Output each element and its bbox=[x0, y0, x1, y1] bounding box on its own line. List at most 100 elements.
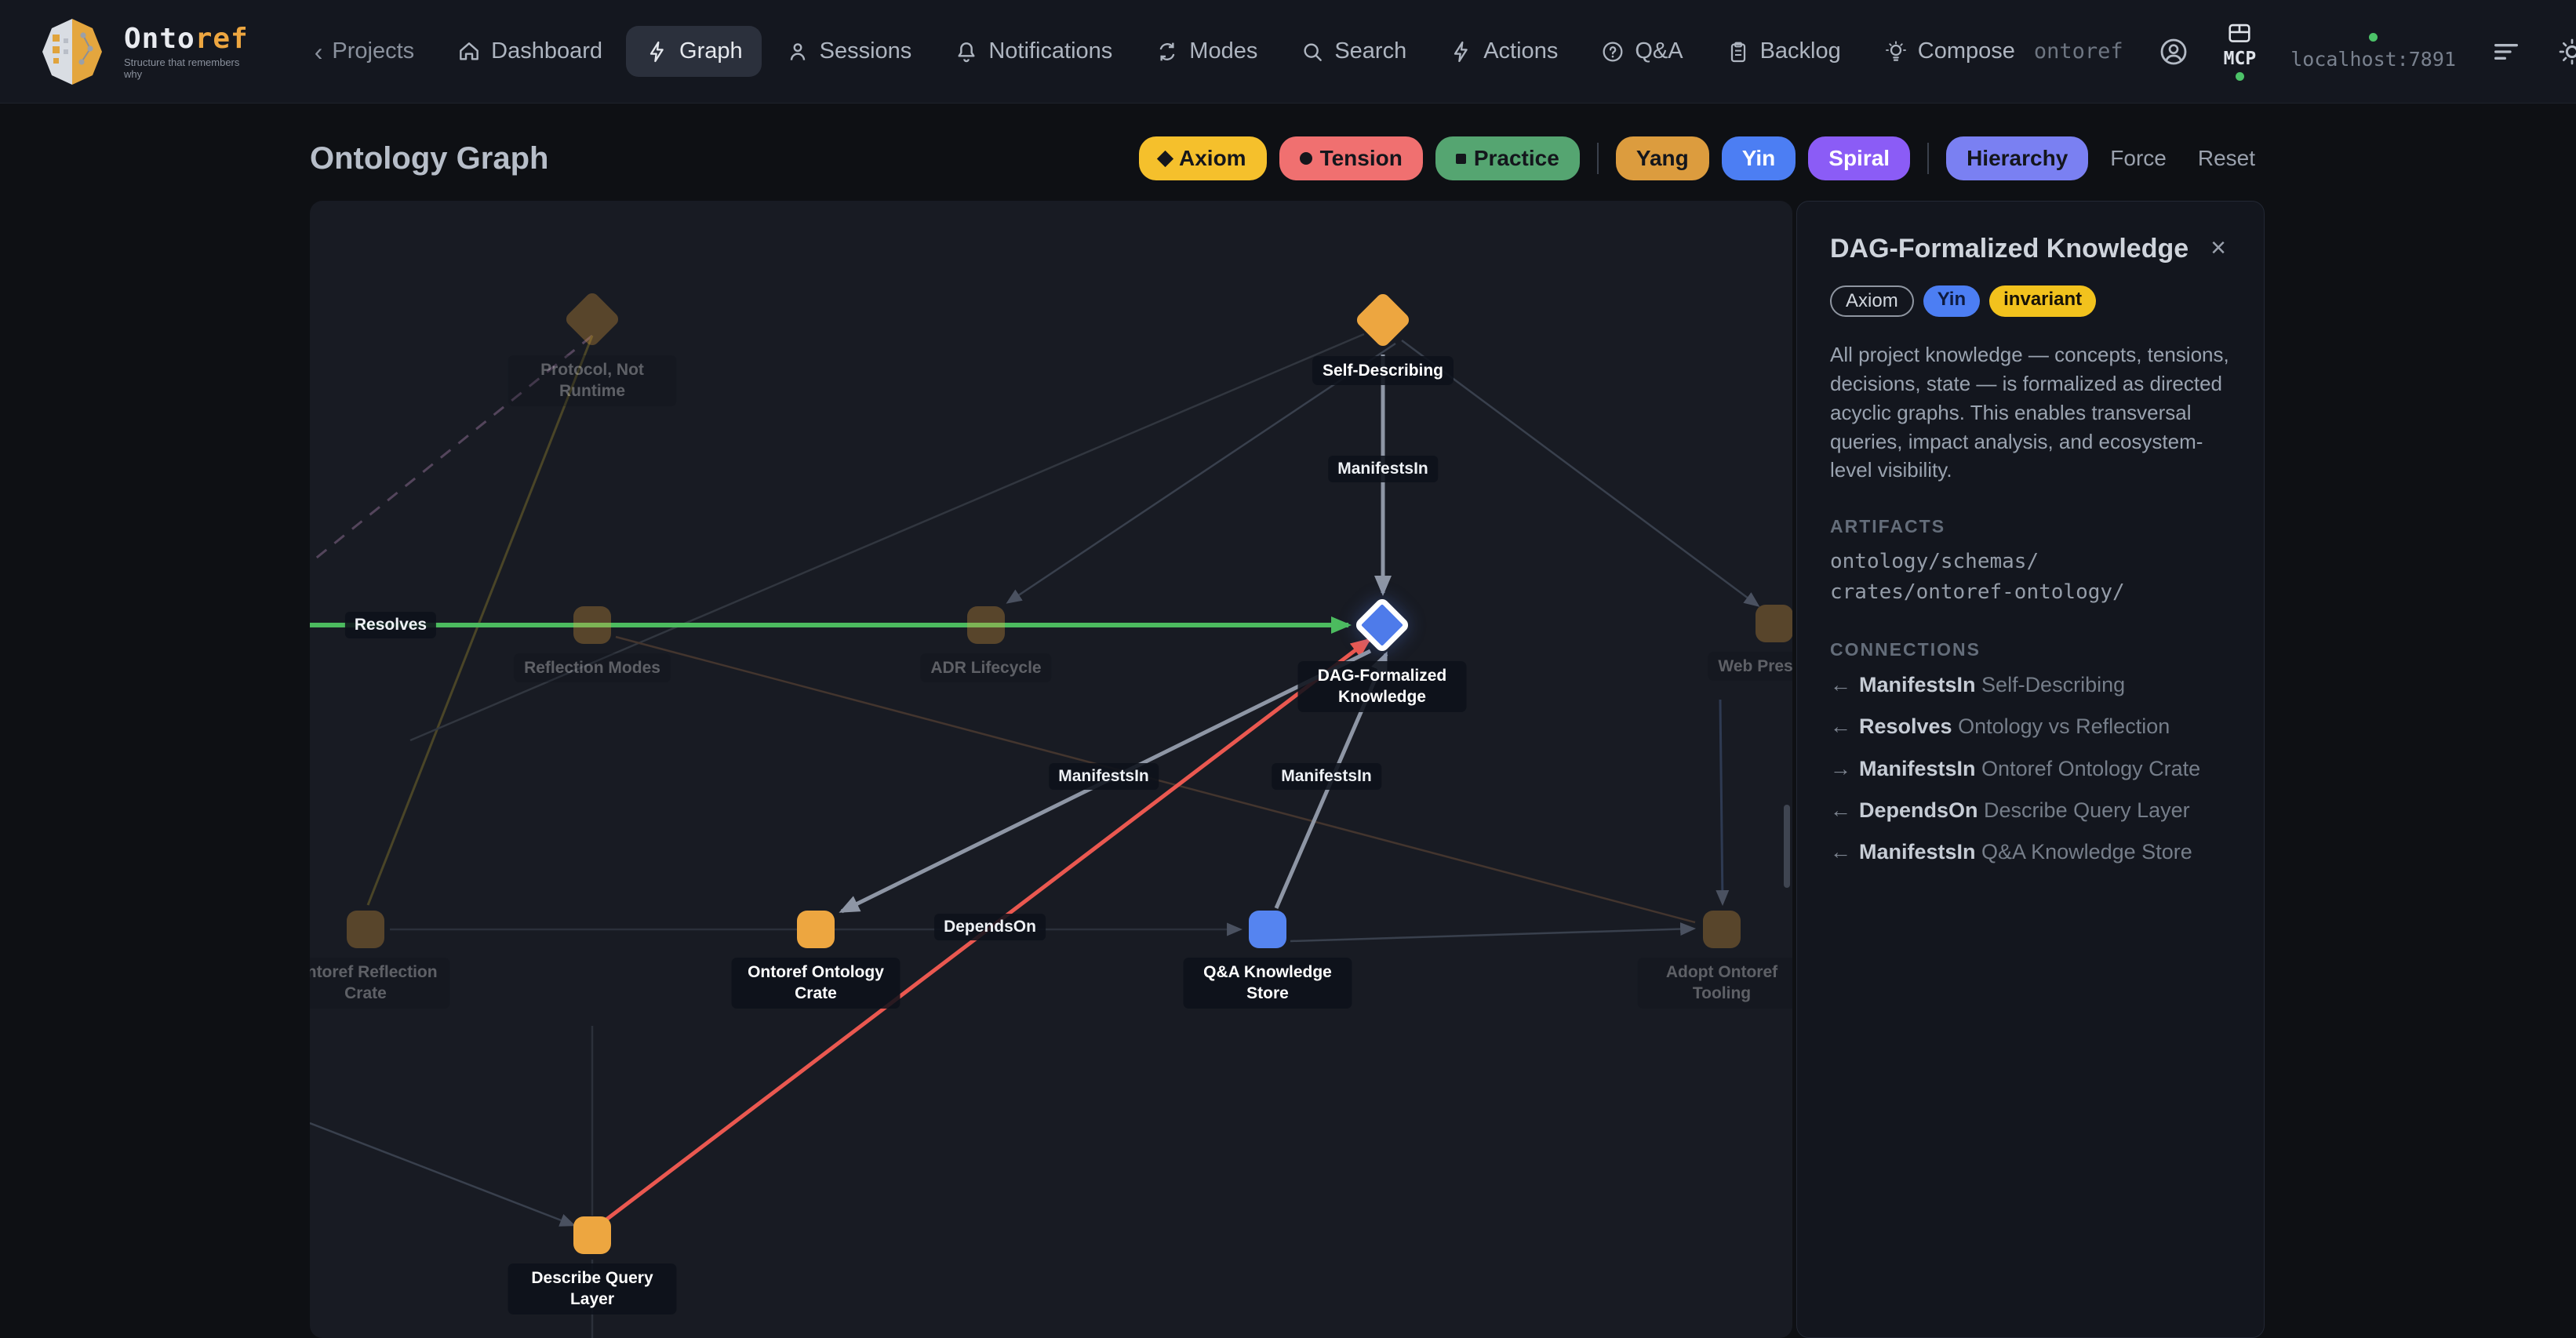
edge-label: ManifestsIn bbox=[1272, 763, 1381, 790]
graph-node-label: Ontoref Ontology Crate bbox=[731, 958, 901, 1009]
graph-scrollbar[interactable] bbox=[1784, 805, 1790, 888]
square-node-shape bbox=[573, 1216, 611, 1254]
graph-node-label: Reflection Modes bbox=[514, 653, 671, 683]
graph-node-label: Adopt Ontoref Tooling bbox=[1637, 958, 1792, 1009]
filter-practice[interactable]: Practice bbox=[1435, 136, 1580, 180]
square-node-shape bbox=[1249, 911, 1286, 948]
sidebar-title: DAG-Formalized Knowledge bbox=[1830, 234, 2189, 264]
nav-sessions[interactable]: Sessions bbox=[766, 26, 931, 77]
brand-wordmark: Ontoref bbox=[124, 23, 249, 55]
brand[interactable]: Ontoref Structure that remembers why bbox=[35, 14, 249, 89]
connection-row[interactable]: ← Resolves Ontology vs Reflection bbox=[1830, 714, 2170, 739]
diamond-icon bbox=[1156, 150, 1174, 167]
topbar: Ontoref Structure that remembers why ‹ P… bbox=[0, 0, 2576, 104]
nav-actions[interactable]: Actions bbox=[1430, 26, 1577, 77]
project-name: ontoref bbox=[2033, 39, 2123, 64]
host-status-dot bbox=[2369, 32, 2378, 42]
lines-icon bbox=[2494, 43, 2518, 60]
host-status: localhost:7891 bbox=[2290, 32, 2456, 71]
graph-edge bbox=[1006, 342, 1396, 604]
arrow-left-icon: ← bbox=[1830, 798, 1851, 822]
person-icon bbox=[790, 42, 805, 60]
connections-heading: CONNECTIONS bbox=[1830, 639, 1981, 660]
graph-edge bbox=[1401, 339, 1760, 607]
arrow-right-icon: → bbox=[1830, 756, 1851, 780]
host-address: localhost:7891 bbox=[2290, 47, 2456, 71]
filter-tension[interactable]: Tension bbox=[1279, 136, 1423, 180]
circle-icon bbox=[1299, 152, 1312, 165]
chevron-left-icon: ‹ bbox=[314, 37, 323, 66]
bulb-icon bbox=[1885, 40, 1906, 61]
square-node-shape bbox=[797, 911, 835, 948]
graph-node-label: DAG-Formalized Knowledge bbox=[1297, 661, 1467, 712]
arrow-left-icon: ← bbox=[1830, 839, 1851, 864]
mcp-status[interactable]: MCP bbox=[2224, 22, 2256, 81]
search-icon bbox=[1304, 42, 1323, 61]
theme-toggle-button[interactable] bbox=[2556, 36, 2576, 67]
page-title: Ontology Graph bbox=[310, 140, 549, 176]
filter-yang[interactable]: Yang bbox=[1615, 136, 1709, 180]
arrow-left-icon: ← bbox=[1830, 673, 1851, 697]
graph-node-label: Q&A Knowledge Store bbox=[1183, 958, 1352, 1009]
graph-node-label: Self-Describing bbox=[1312, 356, 1454, 386]
filter-divider bbox=[1596, 143, 1599, 174]
graph-node-label: Protocol, Not Runtime bbox=[508, 355, 677, 406]
bell-icon bbox=[958, 42, 975, 62]
main-nav: ‹ Projects Dashboard Graph Sessions Noti… bbox=[296, 26, 2034, 77]
arrow-left-icon: ← bbox=[1830, 714, 1851, 739]
node-description: All project knowledge — concepts, tensio… bbox=[1830, 342, 2229, 482]
page-header: Ontology Graph Axiom Tension Practice Ya… bbox=[310, 116, 2265, 201]
filter-yin[interactable]: Yin bbox=[1721, 136, 1796, 180]
nav-graph[interactable]: Graph bbox=[626, 26, 762, 77]
square-node-shape bbox=[1756, 605, 1792, 642]
reset-button[interactable]: Reset bbox=[2197, 146, 2255, 170]
layout-force-button[interactable]: Force bbox=[2110, 146, 2167, 170]
graph-edge bbox=[409, 333, 1365, 742]
edge-label: DependsOn bbox=[934, 914, 1046, 940]
artifact-path[interactable]: ontology/schemas/ bbox=[1830, 550, 2039, 574]
layout-hierarchy-button[interactable]: Hierarchy bbox=[1946, 136, 2089, 180]
clipboard-icon bbox=[1730, 42, 1745, 62]
nav-search[interactable]: Search bbox=[1281, 26, 1425, 77]
connection-row[interactable]: ← ManifestsIn Self-Describing bbox=[1830, 673, 2126, 697]
menu-lines-button[interactable] bbox=[2490, 36, 2522, 67]
question-circle-icon bbox=[1603, 42, 1623, 61]
mcp-icon bbox=[2229, 24, 2251, 42]
artifact-path[interactable]: crates/ontoref-ontology/ bbox=[1830, 580, 2125, 605]
graph-edge bbox=[310, 1122, 576, 1227]
square-node-shape bbox=[573, 606, 611, 644]
square-node-shape bbox=[347, 911, 384, 948]
nav-notifications[interactable]: Notifications bbox=[935, 26, 1131, 77]
filter-spiral[interactable]: Spiral bbox=[1808, 136, 1911, 180]
ontology-graph-canvas[interactable]: ManifestsIn Resolves DependsOn ManifestsIn M… bbox=[310, 201, 1792, 1338]
graph-edge bbox=[1716, 699, 1730, 907]
connection-row[interactable]: ← DependsOn Describe Query Layer bbox=[1830, 798, 2190, 822]
connections-list: ← ManifestsIn Self-Describing ← Resolves O… bbox=[1830, 671, 2231, 865]
nav-backlog[interactable]: Backlog bbox=[1707, 26, 1860, 77]
close-icon[interactable]: × bbox=[2210, 233, 2226, 263]
edge-label: ManifestsIn bbox=[1049, 763, 1159, 790]
avatar-icon bbox=[2160, 38, 2187, 64]
nav-qna[interactable]: Q&A bbox=[1581, 26, 1701, 77]
square-node-shape bbox=[967, 606, 1005, 644]
graph-node-label: ADR Lifecycle bbox=[920, 653, 1052, 683]
connection-row[interactable]: ← ManifestsIn Q&A Knowledge Store bbox=[1830, 839, 2192, 864]
filter-axiom[interactable]: Axiom bbox=[1139, 136, 1267, 180]
nav-projects[interactable]: ‹ Projects bbox=[314, 37, 415, 66]
badge-yin: Yin bbox=[1923, 285, 1981, 317]
filter-bar: Axiom Tension Practice Yang Yin Spiral H… bbox=[1139, 136, 2265, 180]
artifacts-heading: ARTIFACTS bbox=[1830, 516, 1946, 537]
avatar[interactable] bbox=[2158, 36, 2189, 67]
graph-node-label: Web Presence bbox=[1708, 652, 1792, 682]
nav-modes[interactable]: Modes bbox=[1136, 26, 1276, 77]
connection-row[interactable]: → ManifestsIn Ontoref Ontology Crate bbox=[1830, 756, 2201, 780]
bolt-icon bbox=[1454, 41, 1468, 62]
filter-divider bbox=[1927, 143, 1930, 174]
mcp-status-dot bbox=[2235, 72, 2244, 81]
graph-edge bbox=[310, 334, 593, 565]
nav-dashboard[interactable]: Dashboard bbox=[438, 26, 621, 77]
badge-axiom: Axiom bbox=[1830, 285, 1914, 317]
sun-icon bbox=[2559, 38, 2576, 64]
node-detail-sidebar: DAG-Formalized Knowledge × Axiom Yin inv… bbox=[1796, 201, 2265, 1338]
nav-compose[interactable]: Compose bbox=[1865, 26, 2034, 77]
